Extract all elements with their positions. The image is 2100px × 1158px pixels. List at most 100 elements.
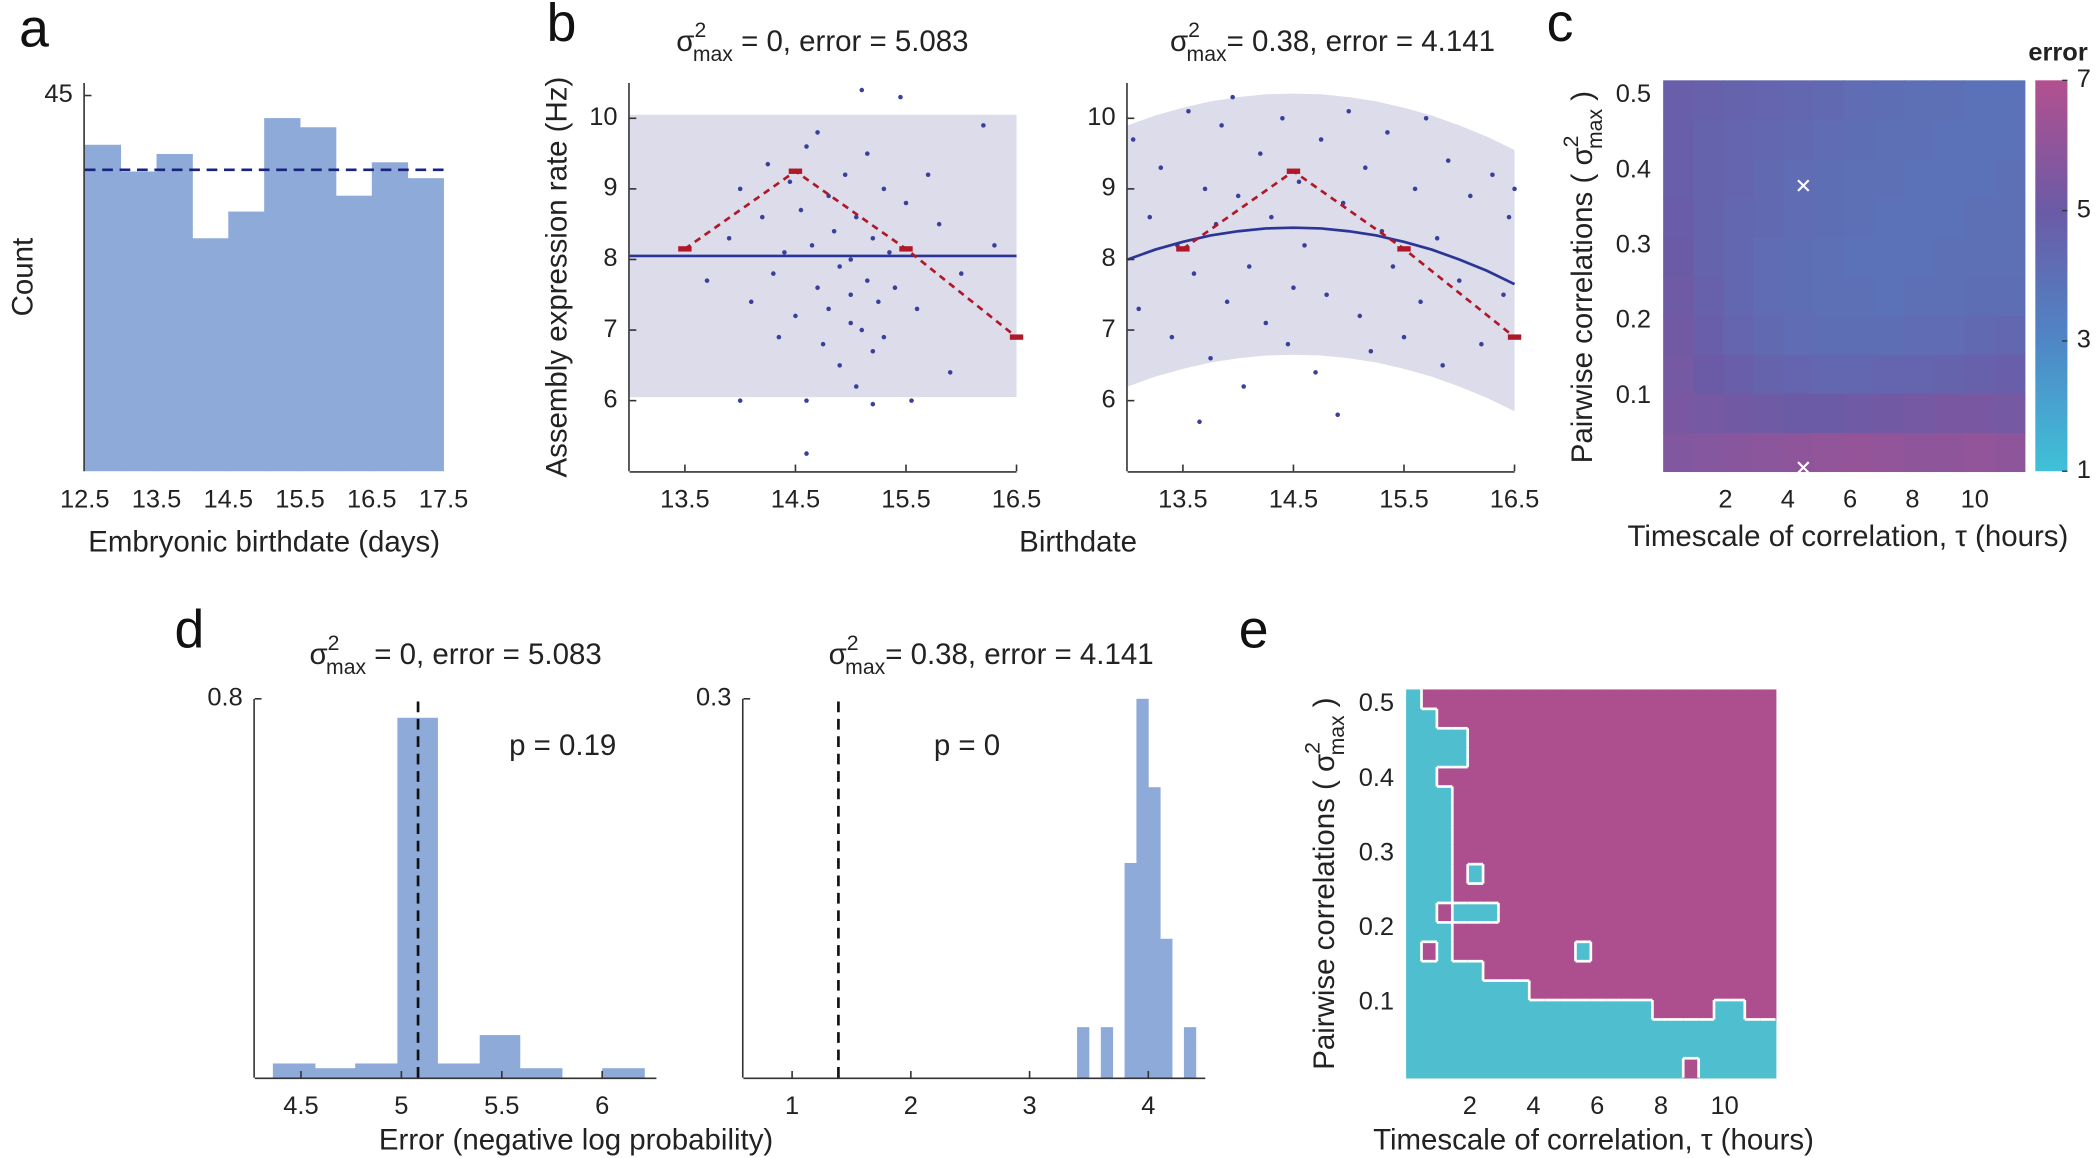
panel-letter: b <box>547 0 577 53</box>
heatmap-cell <box>1406 805 1423 827</box>
heatmap-cell <box>1637 902 1654 924</box>
heatmap-cell <box>1693 393 1725 433</box>
heatmap-cell <box>1544 922 1561 943</box>
text-part: Pairwise correlations ( <box>1566 166 1599 464</box>
heatmap-cell <box>1467 1058 1484 1079</box>
data-point <box>842 172 848 178</box>
heatmap-cell <box>1529 805 1546 827</box>
heatmap-cell <box>1498 1058 1515 1079</box>
heatmap-cell <box>1621 922 1638 943</box>
heatmap-cell <box>1904 197 1936 238</box>
heatmap-cell <box>1606 922 1623 943</box>
heatmap-cell <box>1904 275 1936 316</box>
heatmap-cell <box>1843 314 1875 355</box>
heatmap-cell <box>1723 353 1755 394</box>
data-point <box>903 200 909 206</box>
heatmap-cell <box>1760 844 1777 865</box>
heatmap-cell <box>1621 980 1638 1001</box>
heatmap-cell <box>1683 980 1700 1001</box>
bar <box>479 1035 521 1078</box>
heatmap-cell <box>1529 728 1546 749</box>
heatmap-cell <box>1729 1038 1746 1060</box>
y-tick-label: 0.3 <box>696 684 731 712</box>
heatmap-cell <box>1529 883 1546 904</box>
heatmap-cell <box>1544 825 1561 846</box>
x-tick-label: 3 <box>1023 1092 1037 1120</box>
data-point <box>760 214 765 220</box>
y-tick-label: 8 <box>1101 244 1115 272</box>
heatmap-cell <box>1964 119 1996 160</box>
heatmap-cell <box>1934 393 1966 433</box>
heatmap-cell <box>1723 80 1755 121</box>
heatmap-cell <box>1560 1038 1577 1060</box>
heatmap-cell <box>1467 805 1484 827</box>
heatmap-cell <box>1652 902 1669 924</box>
heatmap-cell <box>1698 844 1715 865</box>
colorbar-tick-label: 5 <box>2077 195 2091 223</box>
heatmap-cell <box>1560 902 1577 924</box>
text-part: ) <box>1308 697 1341 715</box>
heatmap-cell <box>1467 786 1484 807</box>
heatmap-cell <box>1498 1038 1515 1060</box>
heatmap-cell <box>1467 767 1484 788</box>
heatmap-cell <box>1994 275 2026 316</box>
heatmap-cell <box>1729 825 1746 846</box>
data-point <box>1434 236 1440 241</box>
heatmap-cell <box>1452 689 1469 710</box>
heatmap-cell <box>1714 1058 1731 1079</box>
reference-point <box>1397 246 1411 252</box>
heatmap-cell <box>1544 864 1561 885</box>
heatmap-cell <box>1760 883 1777 904</box>
heatmap-cell <box>1421 1038 1438 1060</box>
heatmap-cell <box>1663 432 1695 473</box>
heatmap-cell <box>1575 1000 1592 1021</box>
heatmap-cell <box>1652 708 1669 730</box>
heatmap-cell <box>1693 197 1725 238</box>
heatmap-cell <box>1652 922 1669 943</box>
heatmap-cell <box>1483 728 1500 749</box>
heatmap-cell <box>1436 864 1454 885</box>
bar <box>407 178 444 472</box>
heatmap-cell <box>1436 883 1454 904</box>
heatmap-cell <box>1544 786 1561 807</box>
heatmap-cell <box>1783 275 1815 316</box>
heatmap-cell <box>1483 902 1500 924</box>
data-point <box>804 398 809 403</box>
reference-point <box>1176 246 1190 252</box>
heatmap-cell <box>1513 902 1531 924</box>
heatmap-cell <box>1513 922 1531 943</box>
data-point <box>737 186 743 192</box>
data-point <box>704 278 710 283</box>
heatmap-cell <box>1843 353 1875 394</box>
data-point <box>1368 348 1374 354</box>
annotation: p = 0.19 <box>509 729 616 762</box>
x-tick-label: 4 <box>1526 1092 1540 1120</box>
data-point <box>881 334 887 340</box>
x-tick-label: 14.5 <box>1269 485 1318 513</box>
heatmap-cell <box>1904 393 1936 433</box>
heatmap-cell <box>1406 689 1423 710</box>
heatmap-cell <box>1406 1058 1423 1079</box>
heatmap-cell <box>1934 80 1966 121</box>
confidence-band <box>1127 93 1515 412</box>
heatmap-cell <box>1873 432 1905 473</box>
heatmap-cell <box>1714 708 1731 730</box>
heatmap-cell <box>1683 1038 1700 1060</box>
heatmap-cell <box>1452 864 1469 885</box>
bar <box>120 171 157 472</box>
heatmap-cell <box>1729 980 1746 1001</box>
heatmap-cell <box>1994 80 2026 121</box>
heatmap-cell <box>1513 767 1531 788</box>
data-point <box>1401 334 1407 340</box>
data-point <box>1224 299 1230 305</box>
marker <box>1797 461 1810 474</box>
x-axis-label: Embryonic birthdate (days) <box>88 525 440 558</box>
heatmap-cell <box>1406 728 1423 749</box>
heatmap-cell <box>1904 80 1936 121</box>
data-point <box>1202 186 1208 192</box>
heatmap-cell <box>1667 941 1685 963</box>
heatmap-cell <box>1575 941 1592 963</box>
bar <box>335 195 373 472</box>
heatmap-cell <box>1544 844 1561 865</box>
heatmap-cell <box>1544 1019 1561 1040</box>
